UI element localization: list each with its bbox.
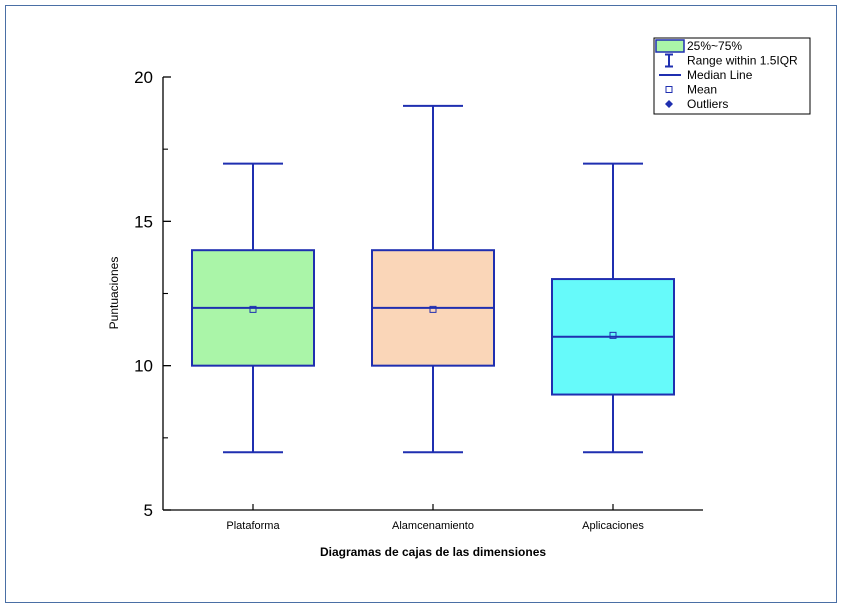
mean-marker (609, 331, 617, 339)
legend-label: Median Line (687, 68, 753, 82)
box-aplicaciones (551, 162, 675, 454)
legend-label: Mean (687, 83, 717, 97)
y-tick-label: 15 (134, 212, 153, 231)
legend-mean-swatch (665, 86, 673, 93)
mean-marker (249, 305, 257, 313)
y-tick-label: 10 (134, 357, 153, 376)
legend-box-swatch (655, 39, 685, 53)
box-plataforma (191, 162, 315, 454)
legend-label: Outliers (687, 97, 728, 111)
x-category-label: Plataforma (226, 520, 280, 532)
y-tick-label: 20 (134, 68, 153, 87)
x-category-label: Alamcenamiento (392, 520, 474, 532)
x-category-label: Aplicaciones (582, 520, 644, 532)
figure-frame (5, 5, 837, 603)
x-category-labels: Plataforma Alamcenamiento Aplicaciones (226, 504, 644, 532)
y-tick-label: 5 (144, 501, 153, 520)
legend-outlier-swatch (665, 100, 673, 108)
mean-marker (429, 305, 437, 313)
y-axis-title: Puntuaciones (107, 257, 121, 330)
box-alamcenamiento (371, 104, 495, 454)
legend-label: 25%~75% (687, 39, 742, 53)
x-axis-title: Diagramas de cajas de las dimensiones (320, 545, 546, 559)
y-ticks: 5 10 15 20 (134, 68, 171, 520)
box-series (191, 104, 675, 454)
legend-label: Range within 1.5IQR (687, 54, 798, 68)
